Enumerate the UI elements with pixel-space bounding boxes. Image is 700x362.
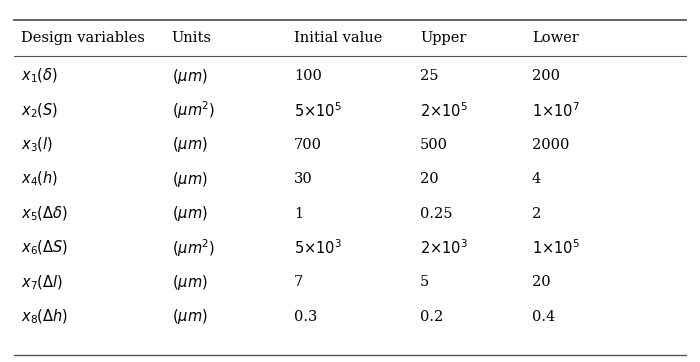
Text: $x_4(h)$: $x_4(h)$: [21, 170, 58, 188]
Text: 0.4: 0.4: [532, 310, 555, 324]
Text: $1{\times}10^5$: $1{\times}10^5$: [532, 239, 580, 257]
Text: $(\mu m)$: $(\mu m)$: [172, 273, 207, 292]
Text: $x_2(S)$: $x_2(S)$: [21, 101, 58, 119]
Text: $x_6(\Delta S)$: $x_6(\Delta S)$: [21, 239, 69, 257]
Text: 0.25: 0.25: [420, 207, 452, 220]
Text: 5: 5: [420, 275, 429, 289]
Text: $(\mu m)$: $(\mu m)$: [172, 135, 207, 154]
Text: $x_7(\Delta l)$: $x_7(\Delta l)$: [21, 273, 63, 291]
Text: 200: 200: [532, 69, 560, 83]
Text: Upper: Upper: [420, 31, 466, 45]
Text: 2000: 2000: [532, 138, 569, 152]
Text: 100: 100: [294, 69, 322, 83]
Text: $x_8(\Delta h)$: $x_8(\Delta h)$: [21, 308, 69, 326]
Text: Initial value: Initial value: [294, 31, 382, 45]
Text: $x_5(\Delta\delta)$: $x_5(\Delta\delta)$: [21, 205, 68, 223]
Text: $(\mu m^2)$: $(\mu m^2)$: [172, 100, 215, 121]
Text: 30: 30: [294, 172, 313, 186]
Text: 0.3: 0.3: [294, 310, 317, 324]
Text: Units: Units: [172, 31, 211, 45]
Text: 7: 7: [294, 275, 303, 289]
Text: $x_3(l)$: $x_3(l)$: [21, 136, 53, 154]
Text: $2{\times}10^3$: $2{\times}10^3$: [420, 239, 468, 257]
Text: Lower: Lower: [532, 31, 579, 45]
Text: $(\mu m)$: $(\mu m)$: [172, 67, 207, 85]
Text: $2{\times}10^5$: $2{\times}10^5$: [420, 101, 468, 120]
Text: 2: 2: [532, 207, 541, 220]
Text: 25: 25: [420, 69, 438, 83]
Text: $5{\times}10^5$: $5{\times}10^5$: [294, 101, 342, 120]
Text: $(\mu m)$: $(\mu m)$: [172, 307, 207, 326]
Text: 700: 700: [294, 138, 322, 152]
Text: $(\mu m)$: $(\mu m)$: [172, 170, 207, 189]
Text: $x_1(\delta)$: $x_1(\delta)$: [21, 67, 58, 85]
Text: $(\mu m)$: $(\mu m)$: [172, 204, 207, 223]
Text: 1: 1: [294, 207, 303, 220]
Text: $(\mu m^2)$: $(\mu m^2)$: [172, 237, 215, 259]
Text: 0.2: 0.2: [420, 310, 443, 324]
Text: 20: 20: [420, 172, 439, 186]
Text: $1{\times}10^7$: $1{\times}10^7$: [532, 101, 580, 120]
Text: Design variables: Design variables: [21, 31, 145, 45]
Text: 500: 500: [420, 138, 448, 152]
Text: 4: 4: [532, 172, 541, 186]
Text: 20: 20: [532, 275, 551, 289]
Text: $5{\times}10^3$: $5{\times}10^3$: [294, 239, 342, 257]
